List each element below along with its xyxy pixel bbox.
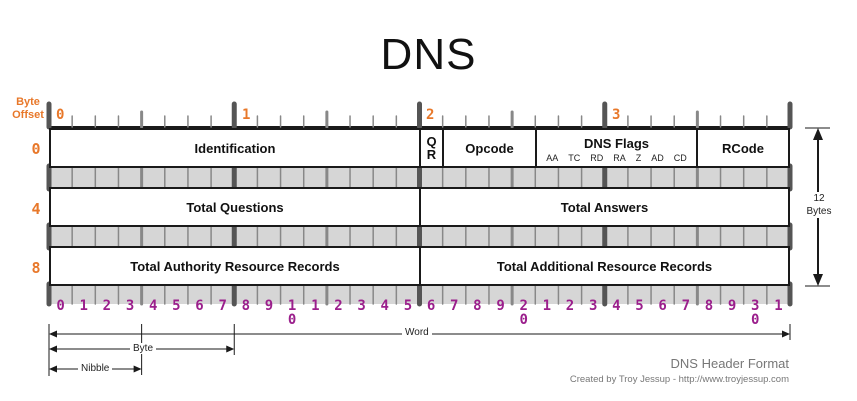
bit-number: 9: [727, 298, 737, 314]
bit-number: 9: [264, 298, 274, 314]
opcode-field: Opcode: [442, 128, 537, 168]
byte-dim-arrow-right: [226, 345, 235, 353]
word-label: Word: [402, 327, 432, 338]
dns-flags-field: DNS Flags AA TC RD RA Z AD CD: [535, 128, 698, 168]
nibble-dim-arrow-right: [133, 365, 142, 373]
total-answers-field: Total Answers: [419, 187, 790, 227]
byte-label: Byte: [130, 343, 157, 354]
bit-number: 1: [542, 298, 552, 314]
bit-number: 1: [311, 298, 320, 314]
bit-number: 5: [403, 298, 413, 314]
qr-letter-r: R: [426, 147, 437, 162]
bit-number: 1: [774, 298, 783, 314]
top-offset-2: 2: [426, 107, 435, 123]
bit-number: 2: [334, 298, 343, 314]
bit-number: 2: [102, 298, 112, 314]
footer-title: DNS Header Format: [670, 356, 789, 371]
top-offset-0: 0: [56, 107, 65, 123]
byte-dim-arrow-left: [49, 345, 57, 353]
total-questions-field: Total Questions: [49, 187, 421, 227]
size-label: 12 Bytes: [800, 192, 838, 218]
bit-number-second-digit: 0: [287, 312, 297, 328]
bit-number: 4: [380, 298, 389, 314]
flag-ra: RA: [613, 153, 626, 163]
bit-number: 3: [751, 298, 760, 314]
bit-number: 7: [450, 298, 459, 314]
byte-offset-label-line2: Offset: [12, 109, 44, 121]
word-dim-arrow-left: [49, 330, 57, 338]
nibble-label: Nibble: [78, 363, 113, 374]
page-title: DNS: [380, 30, 477, 79]
dns-flags-list: AA TC RD RA Z AD CD: [546, 153, 687, 163]
word-dim-arrow-right: [782, 330, 790, 338]
dns-flags-title: DNS Flags: [583, 136, 649, 151]
bit-number: 6: [658, 298, 667, 314]
bit-number: 8: [473, 298, 482, 314]
qr-field: Q R: [419, 128, 444, 168]
bit-number: 5: [172, 298, 181, 314]
bit-number: 8: [241, 298, 251, 314]
bit-number: 3: [125, 298, 135, 314]
bit-number: 1: [287, 298, 297, 314]
bit-number: 3: [357, 298, 366, 314]
flag-z: Z: [635, 153, 642, 163]
footer-credit: Created by Troy Jessup - http://www.troy…: [569, 374, 789, 385]
bit-number-second-digit: 0: [519, 312, 528, 328]
flag-tc: TC: [568, 153, 581, 163]
size-label-unit: Bytes: [806, 206, 832, 217]
row-offset-4: 4: [31, 200, 41, 218]
bit-number: 5: [635, 298, 644, 314]
size-label-number: 12: [813, 193, 825, 204]
bit-number: 7: [681, 298, 691, 314]
bit-number: 8: [704, 298, 714, 314]
bit-number: 6: [195, 298, 204, 314]
flag-ad: AD: [651, 153, 664, 163]
bit-number: 0: [56, 298, 65, 314]
bit-number: 9: [496, 298, 505, 314]
flag-aa: AA: [546, 153, 559, 163]
bit-number: 2: [565, 298, 575, 314]
bit-number: 1: [79, 298, 88, 314]
bit-number-second-digit: 0: [751, 312, 760, 328]
top-offset-3: 3: [612, 107, 621, 123]
bit-number: 6: [426, 298, 436, 314]
top-offset-1: 1: [242, 107, 251, 123]
bit-number: 3: [588, 298, 598, 314]
bit-number: 7: [218, 298, 227, 314]
bit-number: 4: [148, 298, 158, 314]
bit-number: 2: [519, 298, 528, 314]
total-additional-rr-field: Total Additional Resource Records: [419, 246, 790, 286]
identification-field: Identification: [49, 128, 421, 168]
bit-number: 4: [612, 298, 621, 314]
size-arrow-up: [813, 128, 823, 140]
row-offset-0: 0: [31, 140, 41, 158]
total-authority-rr-field: Total Authority Resource Records: [49, 246, 421, 286]
flag-cd: CD: [673, 153, 687, 163]
size-arrow-down: [813, 274, 823, 286]
flag-rd: RD: [590, 153, 604, 163]
rcode-field: RCode: [696, 128, 790, 168]
byte-offset-label-line1: Byte: [16, 96, 40, 108]
qr-letter-q: Q: [426, 134, 437, 149]
nibble-dim-arrow-left: [49, 365, 57, 373]
byte-offset-label: Byte Offset: [8, 96, 48, 122]
row-offset-8: 8: [31, 259, 41, 277]
